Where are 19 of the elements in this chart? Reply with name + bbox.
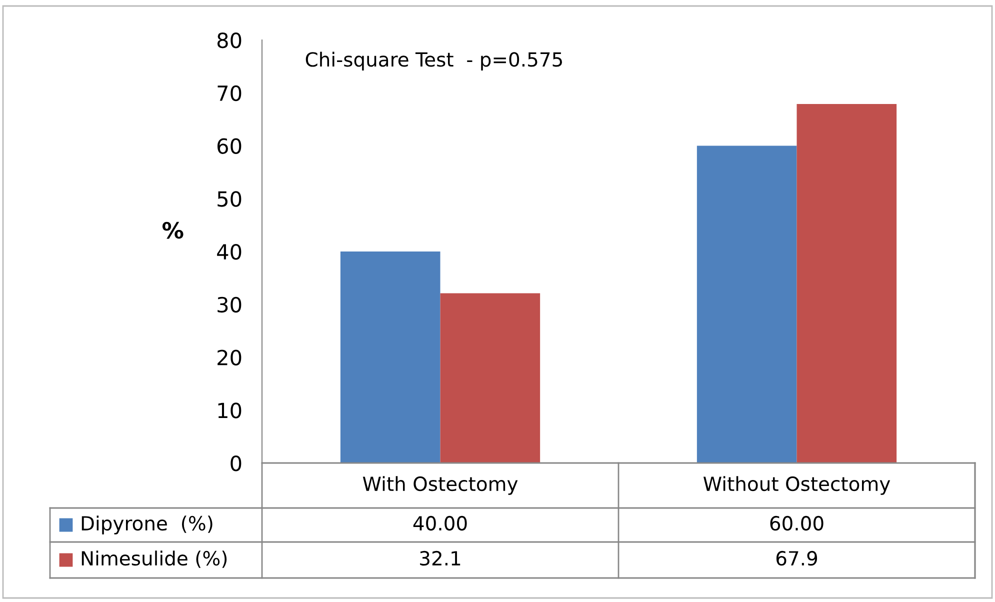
y-tick-label: 80 — [217, 32, 242, 48]
y-tick-label: 10 — [218, 402, 242, 418]
data-label: 60.00 — [770, 516, 824, 531]
x-tick-label: Without Ostectomy — [703, 476, 890, 495]
data-label: 67.9 — [776, 550, 818, 566]
legend-label: Nimesulide (%) — [82, 550, 227, 568]
legend-label: Dipyrone (%) — [82, 516, 212, 534]
y-axis-title: % — [162, 222, 184, 239]
y-tick-label: 0 — [230, 455, 242, 472]
x-tick-label: With Ostectomy — [362, 476, 518, 495]
data-label: 40.00 — [413, 516, 467, 531]
annotation: Chi-square Test - p=0.575 — [306, 52, 562, 71]
y-tick-label: 20 — [218, 350, 242, 366]
y-tick-label: 50 — [218, 191, 242, 207]
y-tick-label: 70 — [218, 85, 242, 102]
y-tick-label: 60 — [218, 138, 242, 154]
y-tick-label: 40 — [217, 244, 242, 260]
y-tick-label: 30 — [218, 296, 242, 313]
data-label: 32.1 — [420, 550, 460, 566]
